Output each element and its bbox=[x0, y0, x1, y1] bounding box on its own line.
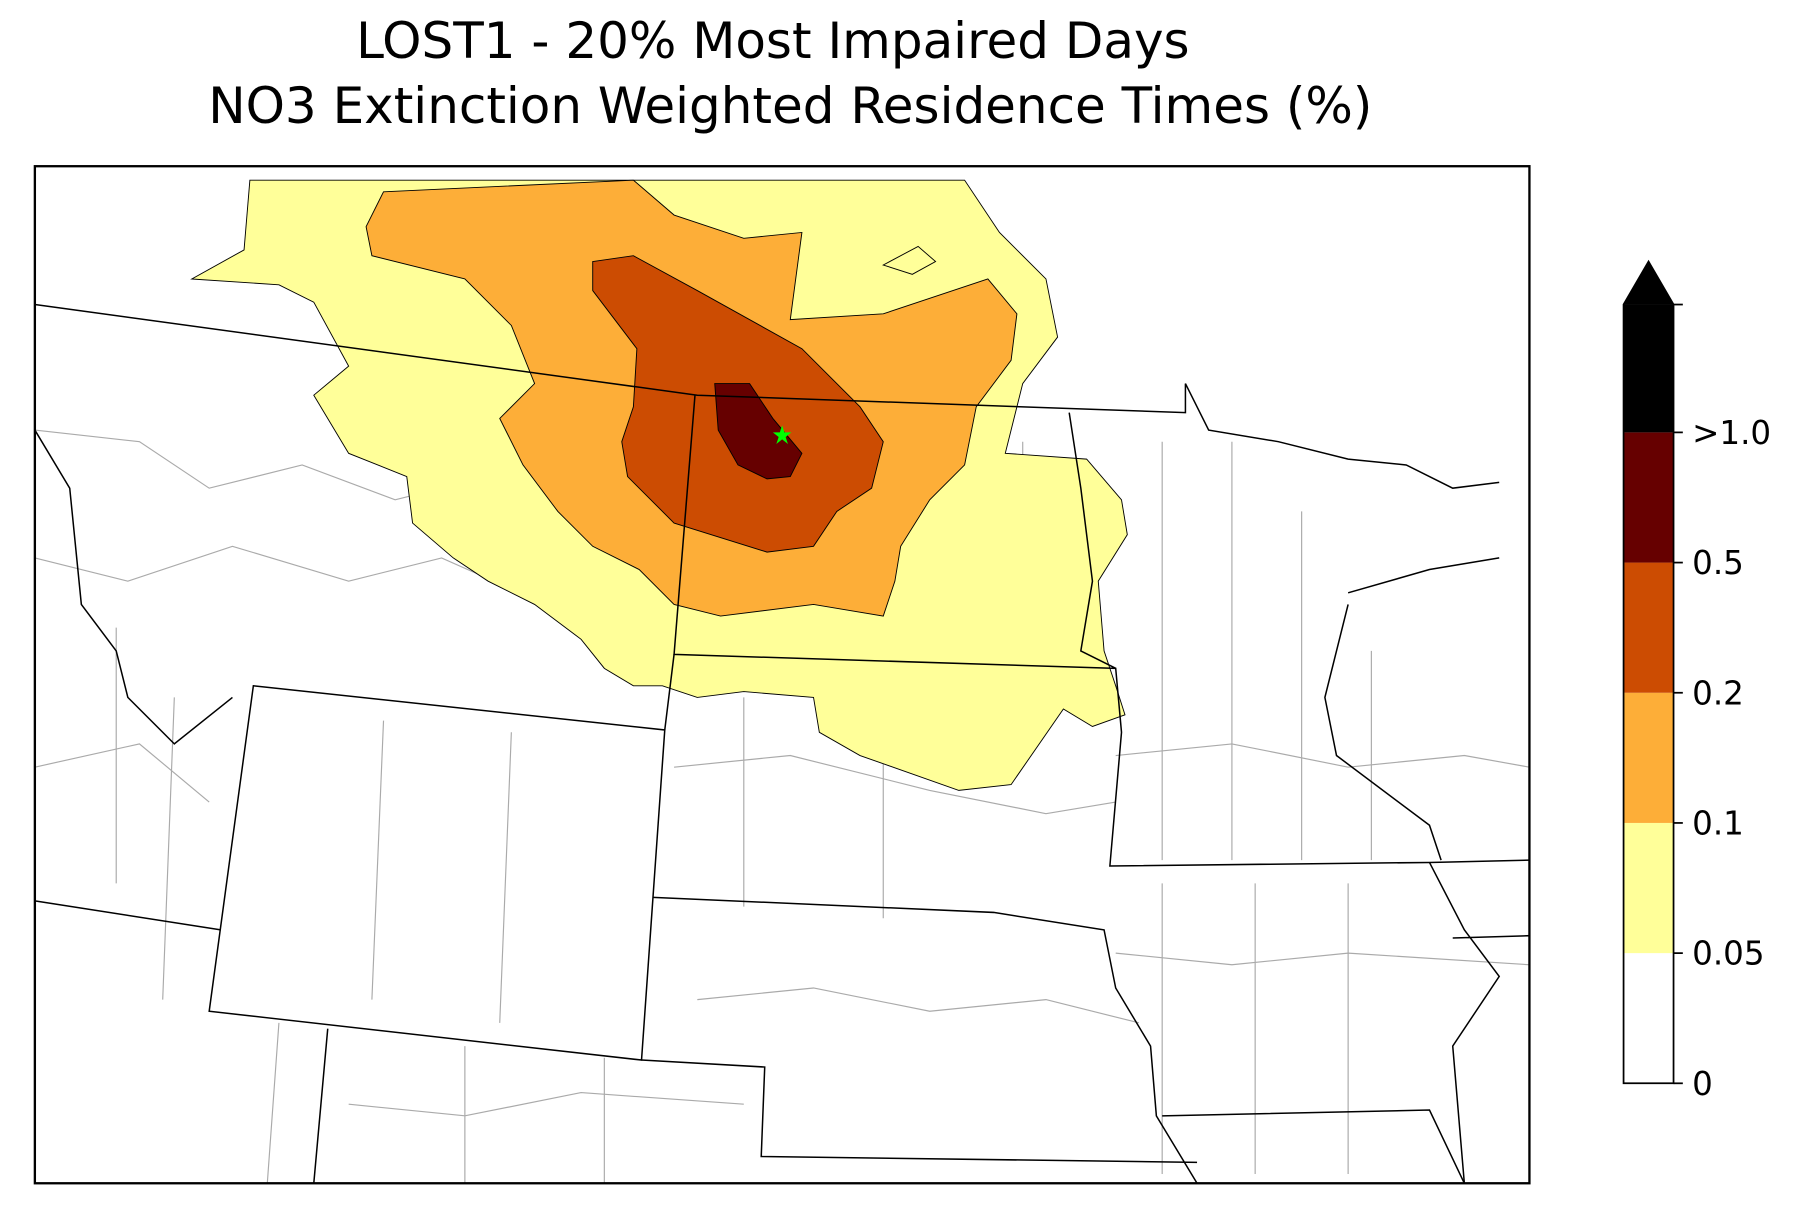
colorbar-outline bbox=[1622, 259, 1675, 1085]
map bbox=[33, 165, 1531, 1185]
map-title: LOST1 - 20% Most Impaired Days bbox=[356, 12, 1189, 70]
colorbar-tick-label: 0.05 bbox=[1692, 935, 1764, 973]
colorbar-band bbox=[1623, 953, 1674, 1084]
colorbar: 0 0.05 0.1 0.2 0.5 >1.0 bbox=[1622, 259, 1771, 1103]
site-marker bbox=[772, 425, 792, 445]
colorbar-tick-label: 0.2 bbox=[1692, 674, 1744, 712]
state-lines bbox=[34, 303, 1530, 1184]
contour-0-5 bbox=[714, 383, 803, 480]
colorbar-tick-label: >1.0 bbox=[1692, 414, 1771, 452]
colorbar-band bbox=[1623, 432, 1674, 563]
colorbar-tick-label: 0.5 bbox=[1692, 544, 1744, 582]
map-subtitle: NO3 Extinction Weighted Residence Times … bbox=[208, 77, 1372, 135]
colorbar-band bbox=[1623, 304, 1674, 433]
map-frame bbox=[33, 165, 1531, 1185]
colorbar-tick-label: 0.1 bbox=[1692, 805, 1744, 843]
colorbar-band bbox=[1623, 822, 1674, 954]
colorbar-extend bbox=[1623, 261, 1674, 305]
colorbar-band bbox=[1623, 692, 1674, 823]
colorbar-band bbox=[1623, 562, 1674, 693]
colorbar-tick-label: 0 bbox=[1692, 1065, 1713, 1103]
